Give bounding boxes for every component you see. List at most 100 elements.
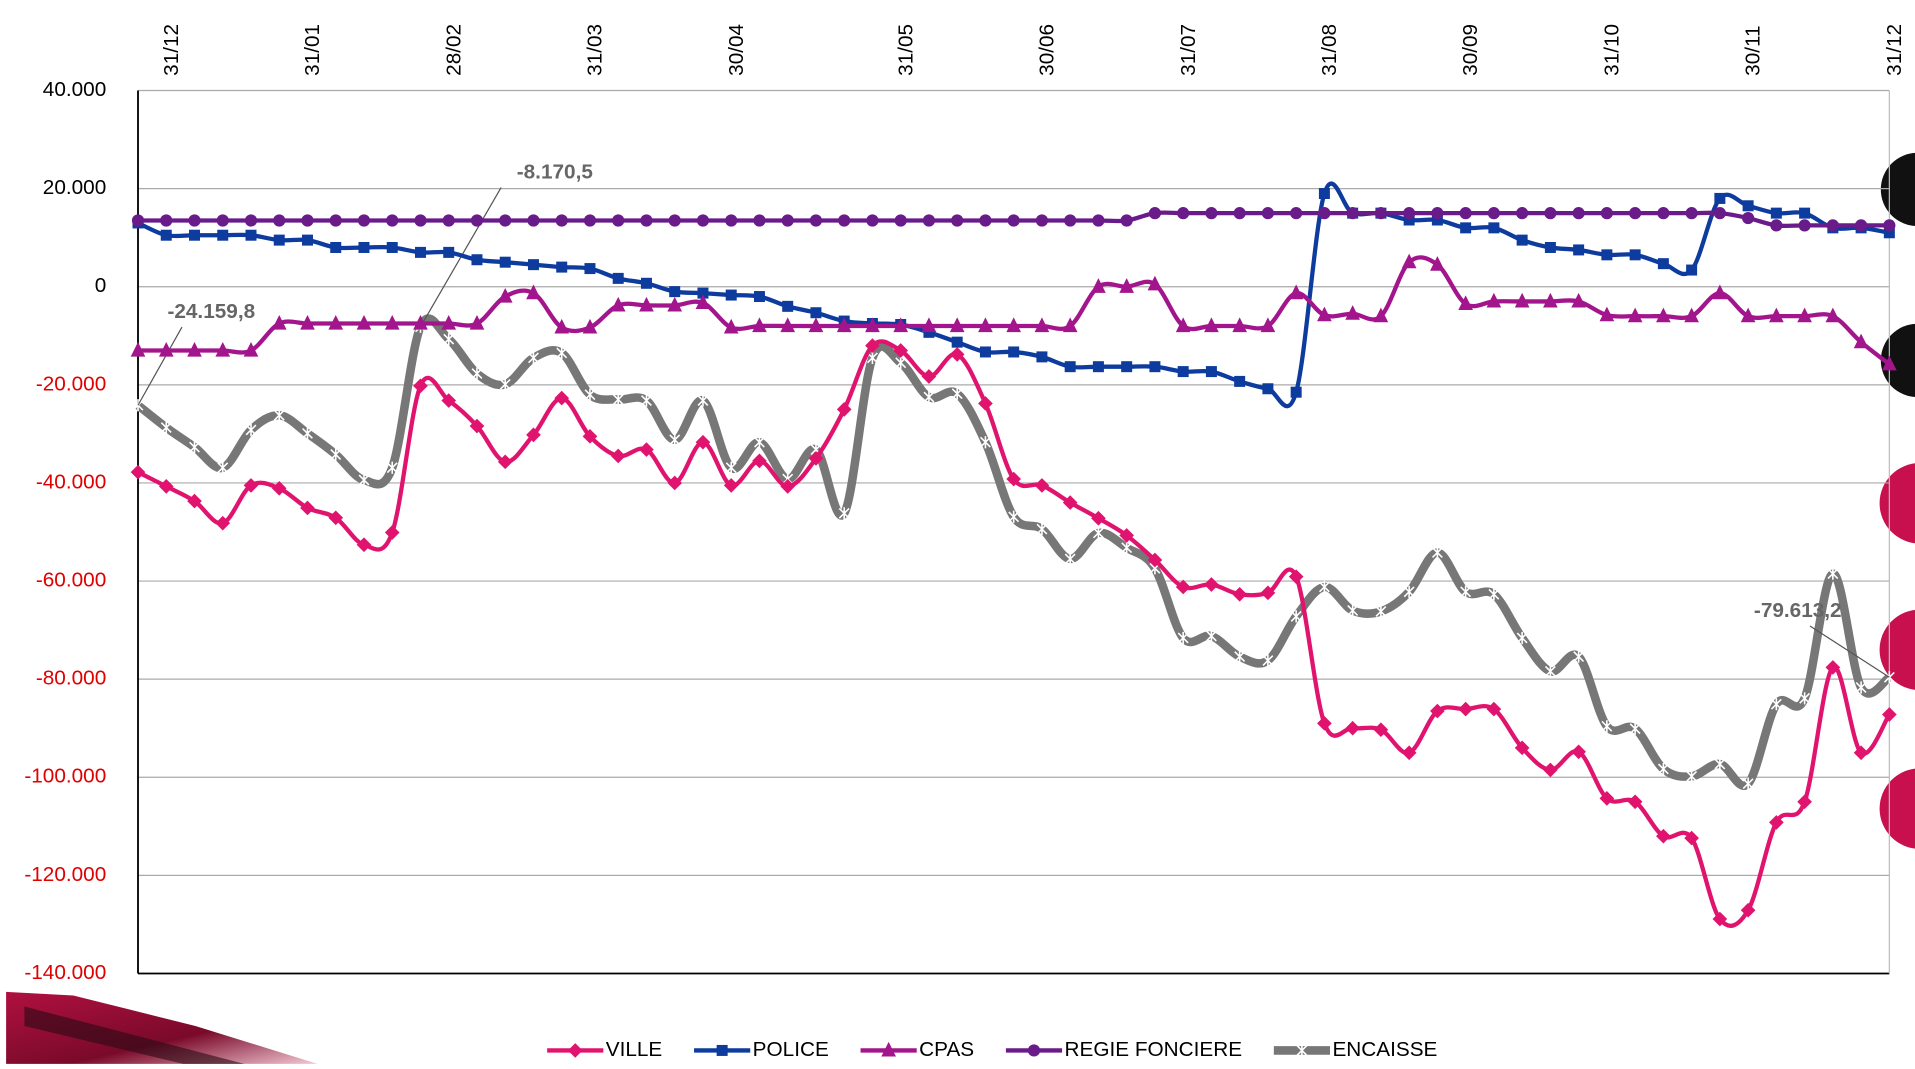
marker — [866, 214, 878, 226]
legend-marker — [568, 1043, 583, 1058]
marker — [810, 214, 822, 226]
marker — [1065, 361, 1076, 372]
x-tick-label: 28/02 — [442, 24, 465, 76]
x-tick-label: 31/07 — [1177, 24, 1200, 76]
marker — [301, 214, 313, 226]
marker — [1686, 265, 1697, 276]
y-tick-label: -40.000 — [36, 470, 106, 493]
marker — [443, 214, 455, 226]
x-tick-label: 30/11 — [1742, 25, 1765, 75]
marker — [1178, 366, 1189, 377]
marker — [1488, 207, 1500, 219]
marker — [1545, 242, 1556, 253]
marker — [1630, 249, 1641, 260]
marker — [1234, 207, 1246, 219]
marker — [669, 214, 681, 226]
legend-label: REGIE FONCIERE — [1065, 1038, 1243, 1061]
legend-item: CPAS — [861, 1038, 975, 1061]
marker — [245, 214, 257, 226]
x-tick-label: 30/09 — [1459, 24, 1482, 76]
marker — [273, 214, 285, 226]
marker — [1149, 361, 1160, 372]
marker — [1149, 207, 1161, 219]
marker — [1092, 214, 1104, 226]
marker — [1601, 249, 1612, 260]
marker — [1205, 207, 1217, 219]
data-label: -8.170,5 — [517, 160, 593, 183]
marker — [1770, 219, 1782, 231]
legend-label: VILLE — [606, 1038, 663, 1061]
marker — [1658, 258, 1669, 269]
annotation-arrow — [138, 327, 182, 405]
marker — [782, 214, 794, 226]
marker — [414, 214, 426, 226]
marker — [274, 235, 285, 246]
marker — [697, 214, 709, 226]
x-tick-label: 31/05 — [894, 24, 917, 76]
legend-item: VILLE — [547, 1038, 662, 1061]
marker — [1855, 219, 1867, 231]
marker — [1458, 702, 1473, 717]
marker — [584, 214, 596, 226]
marker — [922, 369, 937, 384]
y-tick-label: -20.000 — [36, 372, 106, 395]
marker — [1204, 577, 1219, 592]
x-tick-label: 31/12 — [160, 24, 183, 76]
marker — [1799, 208, 1810, 219]
marker — [1008, 214, 1020, 226]
marker — [1573, 244, 1584, 255]
series-group — [131, 338, 1897, 926]
marker — [1601, 207, 1613, 219]
marker — [980, 346, 991, 357]
marker — [1008, 346, 1019, 357]
decor-circle — [1881, 153, 1915, 226]
marker — [1488, 222, 1499, 233]
x-tick-label: 30/04 — [725, 24, 748, 76]
marker — [1516, 207, 1528, 219]
marker — [951, 214, 963, 226]
marker — [1714, 193, 1725, 204]
marker — [1177, 207, 1189, 219]
marker — [838, 214, 850, 226]
marker — [725, 214, 737, 226]
marker — [923, 214, 935, 226]
series-group — [133, 319, 1894, 790]
y-tick-label: 40.000 — [43, 78, 106, 101]
marker — [1827, 219, 1839, 231]
y-tick-label: -60.000 — [36, 569, 106, 592]
data-label: -79.613,2 — [1754, 599, 1842, 622]
marker — [160, 214, 172, 226]
marker — [1036, 214, 1048, 226]
marker — [1121, 214, 1133, 226]
marker — [161, 230, 172, 241]
marker — [159, 479, 174, 494]
legend-marker — [1028, 1044, 1040, 1056]
marker — [131, 465, 146, 480]
marker — [528, 259, 539, 270]
marker — [1517, 235, 1528, 246]
marker — [1375, 207, 1387, 219]
chart: -140.000-120.000-100.000-80.000-60.000-4… — [0, 0, 1915, 1064]
marker — [1319, 188, 1330, 199]
legend-label: POLICE — [753, 1038, 829, 1061]
series-group — [132, 207, 1896, 231]
marker — [979, 214, 991, 226]
marker — [1035, 478, 1050, 493]
marker — [471, 254, 482, 265]
marker — [358, 242, 369, 253]
marker — [1403, 207, 1415, 219]
marker — [189, 230, 200, 241]
marker — [471, 214, 483, 226]
marker — [810, 307, 821, 318]
marker — [386, 214, 398, 226]
legend-label: CPAS — [919, 1038, 974, 1061]
series-line — [138, 319, 1889, 786]
marker — [1714, 207, 1726, 219]
marker — [1657, 207, 1669, 219]
marker — [1797, 794, 1812, 809]
x-tick-label: 31/03 — [584, 24, 607, 76]
marker — [1290, 207, 1302, 219]
marker — [1317, 716, 1332, 731]
marker — [217, 230, 228, 241]
x-tick-label: 31/12 — [1883, 24, 1906, 76]
